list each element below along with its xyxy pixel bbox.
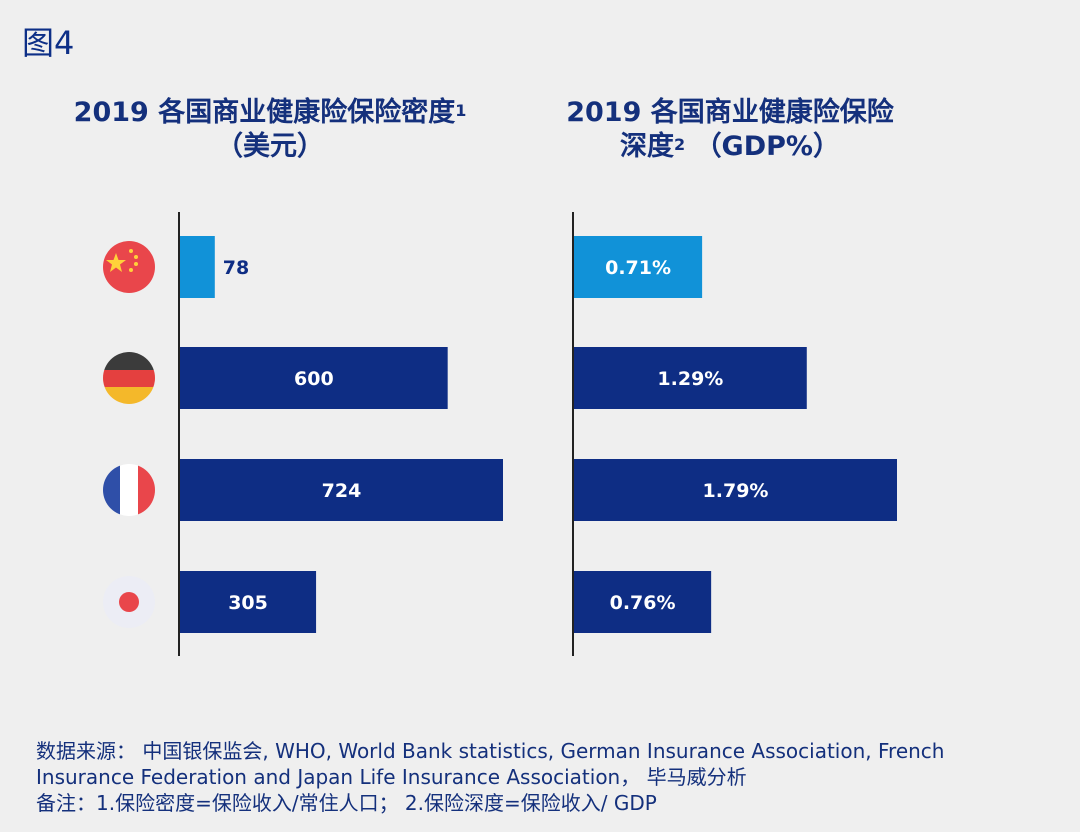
density-value-label-china: 78	[223, 257, 249, 279]
figure-label: 图4	[22, 24, 75, 62]
depth-bar-japan	[574, 571, 712, 633]
source-line-1: 数据来源： 中国银保监会, WHO, World Bank statistics…	[36, 739, 945, 763]
depth-bars: 0.71% 1.29% 1.79% 0.76%	[574, 236, 897, 633]
source-line-2: Insurance Federation and Japan Life Insu…	[36, 765, 747, 789]
density-bar-france	[180, 459, 503, 521]
depth-bar-france	[574, 459, 897, 521]
chart-footer: 数据来源： 中国银保监会, WHO, World Bank statistics…	[36, 738, 1066, 816]
note-line: 备注：1.保险密度=保险收入/常住人口； 2.保险深度=保险收入/ GDP	[36, 791, 657, 815]
depth-value-label-japan: 0.76%	[610, 592, 676, 614]
density-title-text: 2019 各国商业健康险保险密度	[73, 97, 456, 128]
depth-bar-germany	[574, 347, 807, 409]
depth-title-footnote: 2	[674, 135, 686, 154]
density-value-label-germany: 600	[294, 368, 334, 390]
density-title-footnote: 1	[455, 101, 467, 120]
depth-value-label-germany: 1.29%	[657, 368, 723, 390]
density-bars: 78 600 724 305	[180, 236, 503, 633]
density-title-unit: （美元）	[216, 131, 324, 162]
density-bar-germany	[180, 347, 448, 409]
depth-title-line2: 深度	[620, 131, 675, 162]
density-bar-japan	[180, 571, 317, 633]
density-chart-title: 2019 各国商业健康险保险密度1 （美元）	[40, 96, 500, 164]
france-flag-icon	[103, 464, 155, 516]
japan-flag-icon	[103, 576, 155, 628]
depth-title-text: 2019 各国商业健康险保险	[566, 97, 894, 128]
depth-bar-china	[574, 236, 703, 298]
bar-charts: 78 600 724 305 0.71% 1.29% 1.79% 0.76%	[103, 212, 897, 656]
china-flag-icon	[103, 241, 155, 293]
depth-value-label-china: 0.71%	[605, 257, 671, 279]
depth-title-unit: （GDP%）	[694, 131, 840, 162]
density-bar-china	[180, 236, 215, 298]
density-value-label-france: 724	[322, 480, 362, 502]
density-value-label-japan: 305	[228, 592, 268, 614]
depth-chart-title: 2019 各国商业健康险保险 深度2 （GDP%）	[540, 96, 920, 164]
germany-flag-icon	[103, 352, 155, 404]
depth-value-label-france: 1.79%	[703, 480, 769, 502]
